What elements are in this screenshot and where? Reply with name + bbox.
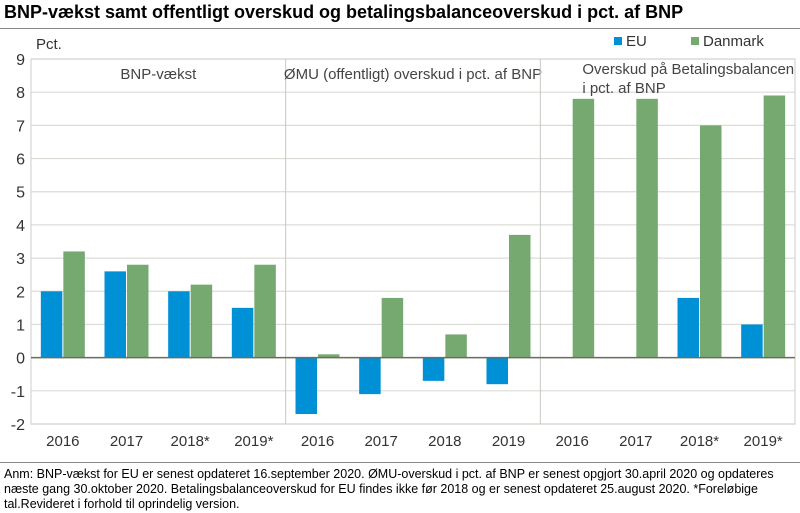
bar-eu-2016 (40, 291, 63, 358)
x-tick-label: 2016 (555, 433, 588, 450)
bar-danmark-2019 (254, 264, 276, 358)
bar-danmark-2017 (127, 264, 149, 358)
divider (0, 28, 800, 29)
panel-label: BNP-vækst (120, 66, 197, 83)
panel-label: Overskud på Betalingsbalancen (582, 61, 794, 78)
bar-danmark-2016 (572, 98, 595, 358)
x-tick-label: 2016 (301, 433, 334, 450)
x-tick-label: 2017 (619, 433, 652, 450)
bar-eu-2019 (231, 307, 254, 358)
x-tick-label: 2018 (428, 433, 461, 450)
panel-label: ØMU (offentligt) overskud i pct. af BNP (284, 66, 542, 83)
y-tick-label: -2 (11, 417, 25, 434)
bar-eu-2017 (359, 357, 381, 395)
bar-eu-2016 (295, 357, 317, 415)
bar-danmark-2017 (636, 98, 658, 358)
x-tick-label: 2019 (492, 433, 525, 450)
bar-danmark-2018 (700, 125, 722, 358)
x-tick-label: 2017 (110, 433, 143, 450)
bar-danmark-2017 (381, 297, 404, 358)
y-tick-label: 5 (16, 185, 25, 202)
legend-swatch-eu (614, 37, 622, 45)
bar-danmark-2018 (445, 334, 467, 358)
plot-frame (30, 58, 796, 425)
bar-eu-2018 (677, 297, 699, 358)
y-tick-label: 2 (16, 284, 25, 301)
bar-eu-2019 (486, 357, 508, 385)
bar-eu-2018 (168, 291, 190, 358)
x-tick-label: 2019* (234, 433, 273, 450)
y-tick-label: -1 (11, 384, 25, 401)
bar-danmark-2019 (763, 95, 786, 358)
bar-danmark-2016 (63, 251, 85, 358)
y-tick-label: 3 (16, 251, 25, 268)
x-tick-label: 2018* (680, 433, 719, 450)
bar-chart: 9 8 7 6 5 4 3 2 1 0 -1 -2 Pct. BNP-vækst 2016 2017 2018*… (11, 33, 796, 450)
y-tick-label: 9 (16, 52, 25, 69)
x-tick-label: 2017 (364, 433, 397, 450)
y-axis-label: Pct. (36, 36, 62, 53)
x-tick-label: 2016 (46, 433, 79, 450)
legend-swatch-danmark (691, 37, 699, 45)
footnote: Anm: BNP-vækst for EU er senest opdatere… (4, 467, 774, 511)
y-tick-label: 8 (16, 85, 25, 102)
bar-danmark-2016 (318, 354, 340, 358)
bar-eu-2018 (422, 357, 445, 381)
divider (0, 462, 800, 463)
y-tick-label: 4 (16, 218, 25, 235)
y-tick-label: 1 (16, 317, 25, 334)
y-tick-label: 7 (16, 118, 25, 135)
legend-label-danmark: Danmark (703, 33, 764, 50)
bar-danmark-2019 (509, 234, 531, 358)
x-tick-label: 2019* (744, 433, 783, 450)
bar-danmark-2018 (190, 284, 213, 358)
panel-label: i pct. af BNP (582, 80, 665, 97)
x-tick-label: 2018* (171, 433, 210, 450)
bar-eu-2017 (104, 271, 126, 358)
chart-title: BNP-vækst samt offentligt overskud og be… (4, 2, 684, 22)
legend-label-eu: EU (626, 33, 647, 50)
y-tick-label: 6 (16, 152, 25, 169)
y-tick-label: 0 (16, 351, 25, 368)
bar-eu-2019 (741, 324, 763, 358)
